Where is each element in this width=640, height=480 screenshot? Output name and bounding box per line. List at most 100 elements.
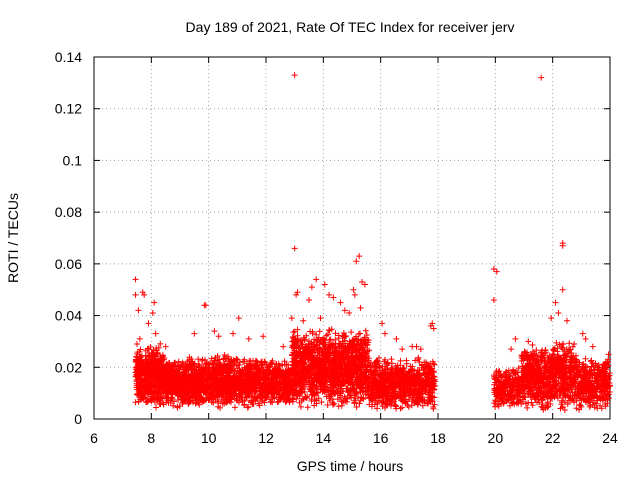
data-point	[153, 359, 160, 366]
data-point	[157, 394, 164, 401]
x-tick-label: 18	[430, 430, 446, 446]
data-point	[248, 376, 255, 383]
data-point	[189, 399, 196, 406]
data-point	[197, 385, 204, 392]
data-point	[231, 358, 238, 365]
data-point	[146, 397, 153, 404]
data-point	[136, 389, 143, 396]
data-point	[213, 376, 220, 383]
data-point	[221, 351, 228, 358]
data-point	[206, 371, 213, 378]
data-point	[356, 400, 363, 407]
data-point	[192, 370, 199, 377]
data-point	[157, 368, 164, 375]
data-point	[226, 382, 233, 389]
data-point	[188, 372, 195, 379]
x-tick-labels: 6 8 10 12 14 16 18 20 22 24	[90, 430, 618, 446]
data-point	[214, 391, 221, 398]
data-point	[170, 384, 177, 391]
data-point	[170, 376, 177, 383]
data-point	[165, 374, 172, 381]
y-tick-label: 0.02	[55, 359, 82, 375]
data-point	[195, 374, 202, 381]
data-point	[171, 398, 178, 405]
data-point	[252, 376, 259, 383]
data-point	[161, 382, 168, 389]
data-point	[415, 356, 422, 363]
data-point	[247, 363, 254, 370]
data-point	[237, 386, 244, 393]
data-point	[179, 359, 186, 366]
data-point	[206, 364, 213, 371]
x-tick-label: 8	[147, 430, 155, 446]
y-tick-label: 0.14	[55, 49, 82, 65]
data-point	[213, 384, 220, 391]
data-point	[234, 385, 241, 392]
data-point	[227, 370, 234, 377]
data-point	[155, 344, 162, 351]
x-tick-label: 6	[90, 430, 98, 446]
data-point	[156, 400, 163, 407]
data-point	[249, 393, 256, 400]
data-point	[229, 361, 236, 368]
data-point	[170, 402, 177, 409]
data-points	[132, 72, 613, 414]
data-point	[297, 403, 304, 410]
data-point	[135, 371, 142, 378]
data-point	[224, 397, 231, 404]
data-point	[214, 398, 221, 405]
data-point	[185, 374, 192, 381]
data-point	[316, 328, 323, 335]
data-point	[161, 364, 168, 371]
data-point	[171, 371, 178, 378]
data-point	[170, 379, 177, 386]
data-point	[199, 373, 206, 380]
data-point	[193, 392, 200, 399]
x-tick-label: 14	[316, 430, 332, 446]
data-point	[257, 393, 264, 400]
data-point	[148, 387, 155, 394]
data-point	[164, 386, 171, 393]
data-point	[171, 359, 178, 366]
y-tick-label: 0.12	[55, 101, 82, 117]
data-point	[238, 396, 245, 403]
x-tick-label: 24	[602, 430, 618, 446]
data-point	[225, 358, 232, 365]
data-point	[222, 394, 229, 401]
grid-lines	[94, 57, 610, 419]
data-point	[176, 402, 183, 409]
data-point	[220, 355, 227, 362]
data-point	[180, 361, 187, 368]
data-point	[236, 394, 243, 401]
y-tick-label: 0.08	[55, 204, 82, 220]
data-point	[188, 381, 195, 388]
data-point	[143, 399, 150, 406]
data-point	[192, 388, 199, 395]
y-tick-labels: 00.020.040.060.080.10.120.14	[55, 49, 82, 427]
data-point	[208, 399, 215, 406]
data-point	[147, 388, 154, 395]
data-point	[174, 379, 181, 386]
data-point	[253, 366, 260, 373]
data-point	[211, 357, 218, 364]
data-point	[174, 362, 181, 369]
data-point	[195, 396, 202, 403]
data-point	[197, 370, 204, 377]
data-point	[403, 357, 410, 364]
data-point	[238, 380, 245, 387]
data-point	[304, 404, 311, 411]
data-point	[256, 402, 263, 409]
data-point	[208, 377, 215, 384]
data-point	[139, 378, 146, 385]
data-point	[166, 370, 173, 377]
data-point	[348, 329, 355, 336]
data-point	[188, 365, 195, 372]
data-point	[155, 364, 162, 371]
y-tick-label: 0.1	[63, 152, 83, 168]
data-point	[357, 330, 364, 337]
data-point	[195, 368, 202, 375]
data-point	[235, 362, 242, 369]
data-point	[134, 350, 141, 357]
data-point	[249, 401, 256, 408]
